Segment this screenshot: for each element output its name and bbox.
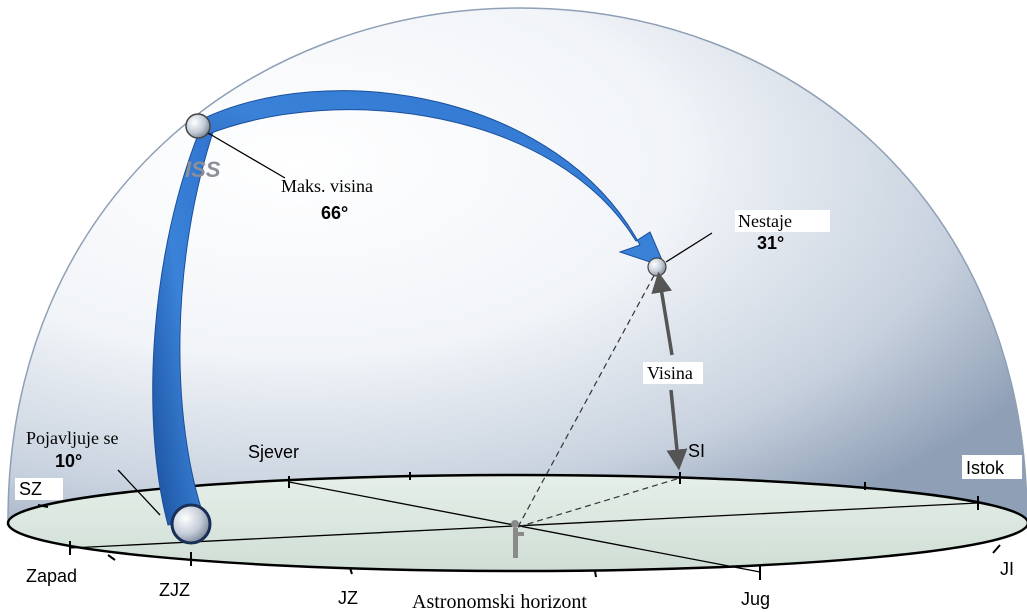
direction-south: Jug: [741, 589, 770, 609]
direction-north: Sjever: [248, 442, 299, 462]
direction-southwest: JZ: [338, 588, 358, 608]
sightlines: [517, 269, 681, 528]
altitude-label: Visina: [647, 363, 693, 383]
disappears-label: Nestaje: [738, 211, 792, 231]
iss-appear-sphere: [170, 503, 212, 545]
direction-northwest: SZ: [19, 479, 42, 499]
disappears-value: 31°: [757, 233, 784, 253]
altitude-arrow-down: [666, 389, 688, 471]
appears-value: 10°: [55, 451, 82, 471]
altitude-arrow-up: [651, 271, 674, 356]
iss-disappear-sphere: [647, 257, 667, 277]
direction-west: Zapad: [26, 566, 77, 586]
max-altitude-value: 66°: [321, 203, 348, 223]
direction-east: Istok: [966, 458, 1005, 478]
direction-southeast: JI: [1000, 559, 1014, 579]
iss-label: ISS: [185, 157, 221, 182]
max-altitude-label: Maks. visina: [281, 176, 373, 196]
observer-figure: [511, 520, 524, 558]
direction-west-southwest: ZJZ: [159, 580, 190, 600]
appears-label: Pojavljuje se: [26, 428, 119, 448]
sky-dome: [7, 7, 1027, 521]
leader-lines: [117, 132, 713, 516]
horizon-label: Astronomski horizont: [412, 591, 587, 612]
iss-max-sphere: [185, 113, 211, 139]
direction-northeast: SI: [688, 441, 705, 461]
horizon-crosslines: [69, 481, 979, 573]
